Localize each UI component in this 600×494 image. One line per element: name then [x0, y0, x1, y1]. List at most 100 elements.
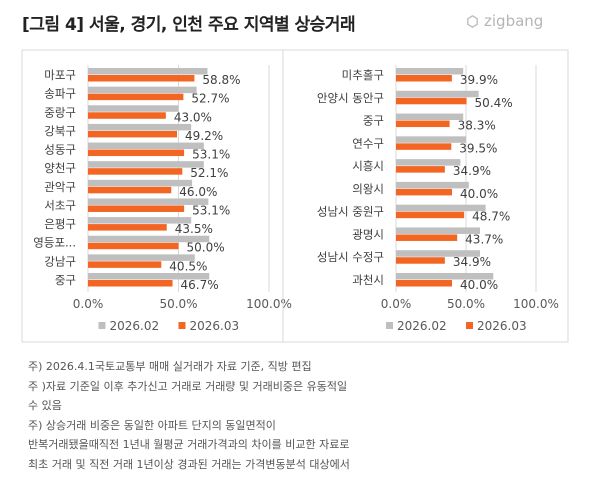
category-label: 마포구: [44, 68, 76, 82]
bar-2026-02: [396, 113, 464, 121]
bar-2026-03: [88, 224, 167, 231]
bar-2026-03: [396, 97, 467, 105]
bar-2026-03: [396, 211, 465, 219]
bar-2026-03: [396, 120, 450, 128]
bar-2026-02: [396, 159, 461, 166]
bar-2026-02: [88, 273, 210, 280]
bar-2026-03: [396, 257, 445, 264]
bar-2026-03: [88, 261, 162, 268]
bar-2026-03: [396, 166, 445, 173]
logo-text: zigbang: [484, 12, 544, 30]
bar-2026-03: [88, 168, 183, 175]
note-line: 주) 상승거래 비중은 동일한 아파트 단지의 동일면적이: [28, 418, 276, 432]
category-label: 중구: [55, 273, 76, 287]
bar-2026-03: [396, 280, 452, 287]
bar-2026-03: [396, 234, 458, 241]
data-label: 58.8%: [202, 73, 240, 87]
note-line: 주 )자료 기준일 이후 추가신고 거래로 거래량 및 거래비중은 유동적일: [28, 379, 348, 393]
charts-area: 0.0% 50.0% 100.0% 마포구 58.8% 송파구 52.7% 중랑구 43.0% 강…: [21, 49, 569, 343]
legend-label: 2026.02: [397, 319, 447, 333]
data-label: 34.9%: [453, 255, 491, 269]
bar-2026-03: [88, 93, 184, 101]
bar-2026-02: [396, 90, 479, 98]
legend-swatch-2026-02: [386, 322, 393, 329]
bar-2026-03: [88, 75, 195, 82]
category-label: 양천구: [44, 161, 76, 175]
category-label: 강남구: [44, 254, 76, 268]
category-label: 성남시 수정구: [317, 250, 384, 264]
category-label: 은평구: [44, 217, 76, 231]
note-line: 반복거래됐을때직전 1년내 월평균 거래가격과의 차이를 비교한 자료로: [28, 438, 350, 451]
category-label: 강북구: [44, 124, 76, 138]
bar-2026-02: [88, 86, 197, 94]
bar-2026-02: [88, 161, 204, 168]
zigbang-logo: zigbang: [465, 12, 543, 30]
category-label: 미추홀구: [342, 68, 384, 82]
category-label: 성남시 중원구: [317, 205, 384, 219]
bar-2026-03: [88, 112, 166, 119]
bar-2026-02: [88, 198, 209, 205]
bar-2026-02: [396, 204, 486, 212]
legend-label: 2026.02: [110, 319, 160, 333]
bar-2026-02: [88, 142, 204, 150]
footnotes: 주) 2026.4.1국토교통부 매매 실거래가 자료 기준, 직방 편집 주 …: [28, 357, 350, 474]
bar-2026-02: [88, 179, 193, 187]
data-label: 40.5%: [169, 259, 207, 273]
bar-2026-03: [88, 186, 172, 194]
bar-2026-02: [88, 68, 208, 75]
data-label: 52.7%: [191, 92, 229, 106]
bar-2026-03: [88, 130, 178, 138]
bar-2026-03: [88, 242, 179, 250]
category-label: 의왕시: [352, 182, 384, 196]
x-tick-label: 0.0%: [381, 297, 412, 311]
data-label: 53.1%: [192, 203, 230, 217]
data-label: 40.0%: [460, 187, 498, 201]
data-label: 43.7%: [465, 232, 503, 246]
bar-2026-02: [88, 105, 179, 112]
category-label: 광명시: [352, 227, 384, 241]
category-label: 송파구: [44, 87, 76, 101]
note-line: 수 있음: [28, 399, 62, 412]
bar-2026-02: [396, 273, 494, 280]
bar-2026-02: [88, 235, 210, 243]
bar-2026-02: [88, 217, 192, 224]
legend-swatch-2026-02: [98, 322, 106, 329]
bar-2026-02: [396, 250, 480, 257]
category-label: 서초구: [44, 198, 76, 212]
data-label: 40.0%: [460, 278, 498, 292]
category-label: 안양시 동안구: [317, 91, 384, 105]
bar-2026-02: [396, 227, 480, 234]
bar-2026-02: [396, 68, 464, 75]
data-label: 43.0%: [174, 110, 212, 124]
bar-2026-02: [88, 254, 195, 261]
x-tick-label: 50.0%: [447, 297, 485, 311]
data-label: 50.4%: [475, 96, 513, 110]
bar-2026-02: [88, 123, 192, 131]
x-tick-label: 50.0%: [159, 297, 197, 311]
data-label: 46.7%: [181, 278, 219, 292]
category-label: 연수구: [352, 136, 384, 150]
bar-2026-02: [396, 136, 466, 143]
x-tick-label: 0.0%: [73, 297, 104, 311]
category-label: 시흥시: [352, 159, 384, 173]
category-label: 성동구: [44, 143, 76, 157]
data-label: 39.9%: [460, 73, 498, 87]
bar-2026-02: [396, 181, 469, 189]
data-label: 43.5%: [175, 222, 213, 236]
bar-2026-03: [396, 188, 452, 196]
data-label: 52.1%: [190, 166, 228, 180]
data-label: 53.1%: [192, 148, 230, 162]
bar-2026-03: [396, 143, 452, 150]
note-line: 최초 거래 및 직전 거래 1년이상 경과된 거래는 가격변동분석 대상에서: [28, 457, 350, 471]
category-label: 관악구: [44, 180, 76, 194]
data-label: 49.2%: [185, 129, 223, 143]
category-label: 영등포...: [33, 236, 76, 250]
bar-2026-03: [88, 149, 185, 157]
note-line: 주) 2026.4.1국토교통부 매매 실거래가 자료 기준, 직방 편집: [28, 360, 312, 373]
data-label: 38.3%: [458, 119, 496, 133]
x-tick-label: 100.0%: [513, 297, 559, 311]
category-label: 과천시: [352, 273, 384, 287]
data-label: 48.7%: [472, 210, 510, 224]
data-label: 50.0%: [187, 241, 225, 255]
